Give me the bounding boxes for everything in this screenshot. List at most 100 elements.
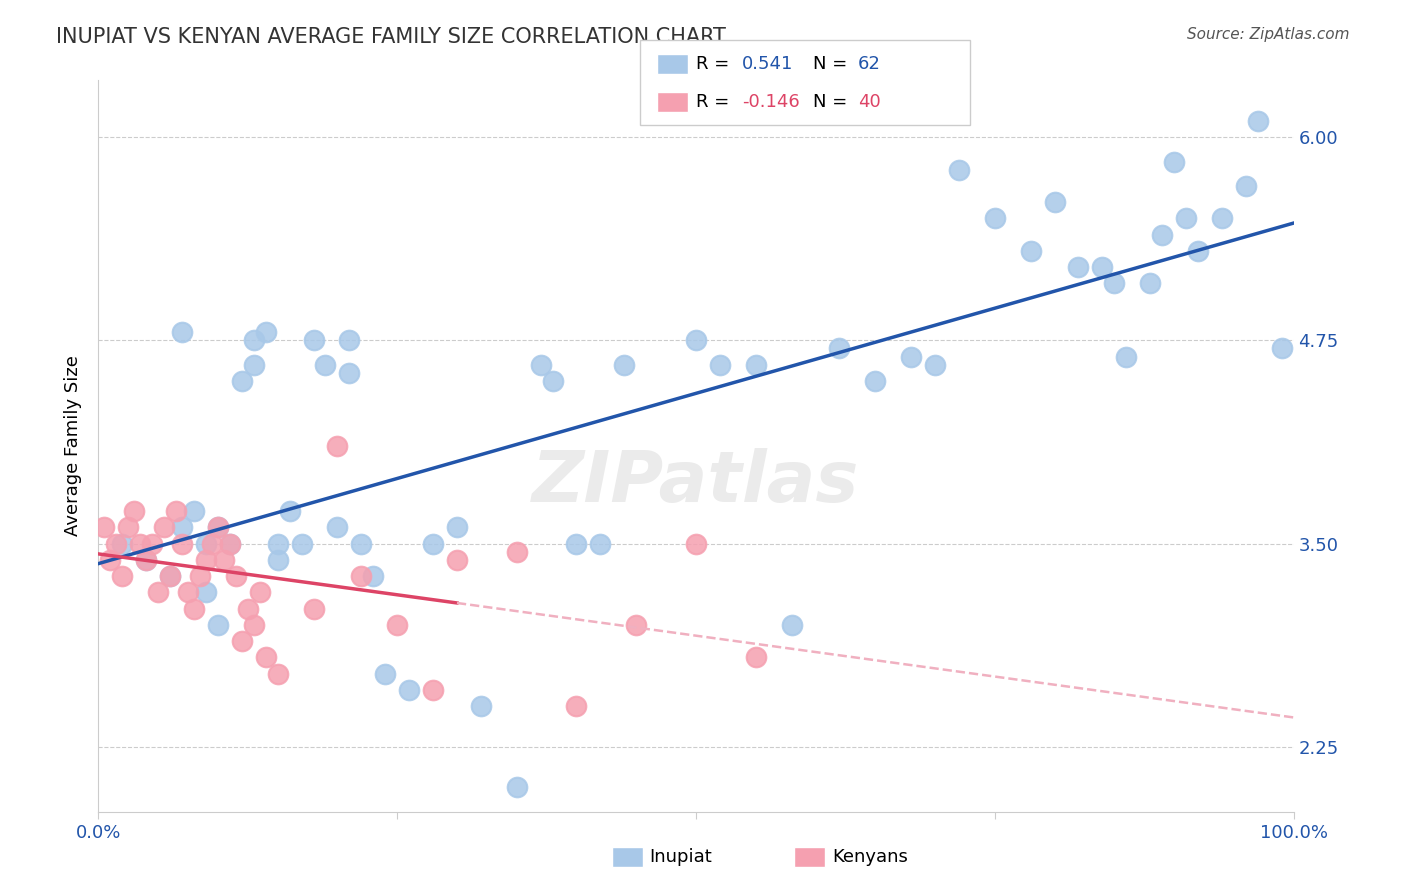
Point xyxy=(1067,260,1090,275)
Point xyxy=(153,520,176,534)
Point xyxy=(231,374,253,388)
Point xyxy=(446,520,468,534)
Point xyxy=(984,211,1007,226)
Point xyxy=(470,699,492,714)
Point xyxy=(165,504,187,518)
Point xyxy=(207,520,229,534)
Point xyxy=(159,569,181,583)
Point xyxy=(1175,211,1198,226)
Text: Kenyans: Kenyans xyxy=(832,848,908,866)
Point xyxy=(249,585,271,599)
Point xyxy=(745,650,768,665)
Point xyxy=(900,350,922,364)
Point xyxy=(1234,178,1257,193)
Point xyxy=(254,650,277,665)
Point xyxy=(948,162,970,177)
Point xyxy=(225,569,247,583)
Point xyxy=(326,439,349,453)
Point xyxy=(422,682,444,697)
Point xyxy=(339,334,361,348)
Point xyxy=(1152,227,1174,242)
Point xyxy=(685,536,707,550)
Point xyxy=(385,617,409,632)
Point xyxy=(117,520,139,534)
Point xyxy=(236,601,259,615)
Point xyxy=(1247,114,1270,128)
Text: INUPIAT VS KENYAN AVERAGE FAMILY SIZE CORRELATION CHART: INUPIAT VS KENYAN AVERAGE FAMILY SIZE CO… xyxy=(56,27,725,46)
Text: ZIPatlas: ZIPatlas xyxy=(533,448,859,517)
Text: Source: ZipAtlas.com: Source: ZipAtlas.com xyxy=(1187,27,1350,42)
Text: Inupiat: Inupiat xyxy=(650,848,713,866)
Point xyxy=(780,617,803,632)
Point xyxy=(1187,244,1209,258)
Point xyxy=(1139,277,1161,291)
Point xyxy=(148,585,170,599)
Point xyxy=(398,682,420,697)
Point xyxy=(339,366,361,380)
Point xyxy=(302,601,325,615)
Point xyxy=(530,358,553,372)
Point xyxy=(98,553,122,567)
Text: 0.541: 0.541 xyxy=(742,55,794,73)
Point xyxy=(243,358,266,372)
Point xyxy=(326,520,349,534)
Text: 62: 62 xyxy=(858,55,880,73)
Point xyxy=(201,536,224,550)
Text: N =: N = xyxy=(813,55,852,73)
Point xyxy=(315,358,337,372)
Point xyxy=(745,358,768,372)
Point xyxy=(243,617,266,632)
Point xyxy=(685,334,707,348)
Point xyxy=(828,342,851,356)
Point xyxy=(865,374,887,388)
Point xyxy=(626,617,648,632)
Point xyxy=(172,536,194,550)
Point xyxy=(212,553,235,567)
Point xyxy=(541,374,564,388)
Point xyxy=(1104,277,1126,291)
Point xyxy=(374,666,396,681)
Point xyxy=(446,553,468,567)
Point xyxy=(709,358,731,372)
Text: R =: R = xyxy=(696,93,735,111)
Point xyxy=(135,553,157,567)
Point xyxy=(267,666,290,681)
Text: R =: R = xyxy=(696,55,735,73)
Point xyxy=(105,536,128,550)
Point xyxy=(1115,350,1137,364)
Point xyxy=(1091,260,1114,275)
Point xyxy=(565,699,588,714)
Point xyxy=(302,334,325,348)
Point xyxy=(613,358,636,372)
Point xyxy=(188,569,211,583)
Point xyxy=(124,504,146,518)
Text: 40: 40 xyxy=(858,93,880,111)
Point xyxy=(1019,244,1042,258)
Point xyxy=(267,536,290,550)
Point xyxy=(924,358,946,372)
Point xyxy=(1211,211,1233,226)
Point xyxy=(231,634,253,648)
Point xyxy=(177,585,200,599)
Point xyxy=(219,536,242,550)
Point xyxy=(129,536,152,550)
Point xyxy=(183,504,205,518)
Point xyxy=(254,325,277,339)
Point xyxy=(1043,195,1066,210)
Point xyxy=(195,536,218,550)
Point xyxy=(506,780,529,795)
Point xyxy=(141,536,163,550)
Point xyxy=(565,536,588,550)
Point xyxy=(350,569,373,583)
Point xyxy=(172,325,194,339)
Point xyxy=(111,569,134,583)
Text: N =: N = xyxy=(813,93,852,111)
Point xyxy=(291,536,314,550)
Point xyxy=(1271,342,1294,356)
Point xyxy=(159,569,181,583)
Point xyxy=(207,520,229,534)
Point xyxy=(111,536,134,550)
Point xyxy=(278,504,301,518)
Point xyxy=(207,617,229,632)
Point xyxy=(363,569,385,583)
